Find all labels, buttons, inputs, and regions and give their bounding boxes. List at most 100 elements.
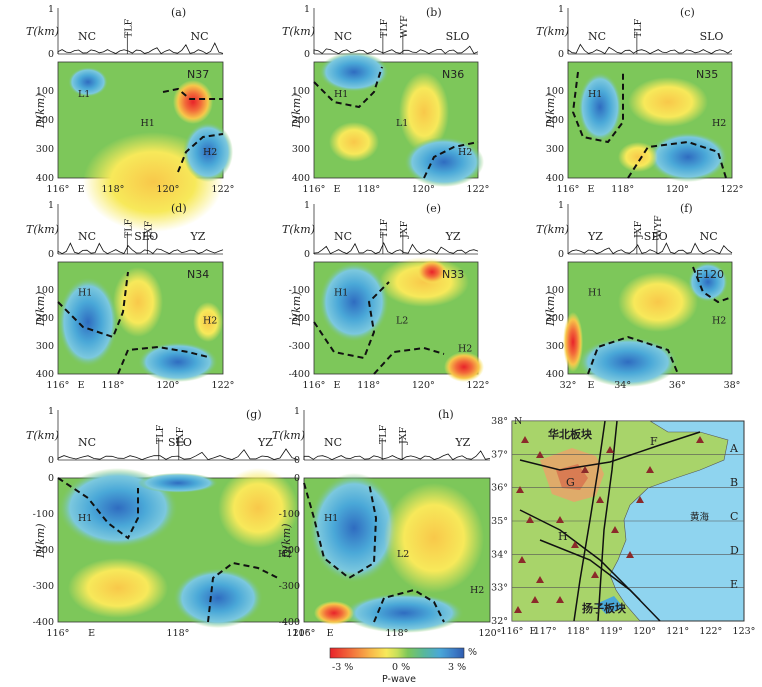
- x-tick: E: [327, 628, 334, 639]
- anomaly-label: H1: [334, 288, 348, 299]
- anomaly-label: L1: [396, 118, 408, 129]
- location-map: 华北板块 扬子板块 黄海 38°37°36°35°34°33°32°116° E1…: [491, 416, 755, 637]
- profile-label: N35: [696, 68, 718, 81]
- x-tick: E: [587, 380, 594, 391]
- fault-label: TLF: [378, 424, 389, 444]
- region-label: SLO: [446, 30, 470, 43]
- x-tick: 36°: [669, 380, 686, 391]
- depth-tick: -300: [289, 341, 310, 352]
- velocity-anomaly: [319, 262, 389, 342]
- station-marker: [556, 516, 564, 523]
- anomaly-boundary: [303, 482, 378, 580]
- map-lon-tick: 118°: [567, 626, 590, 637]
- velocity-anomaly: [68, 67, 108, 97]
- anomaly-boundary: [571, 71, 624, 144]
- region-label: SLO: [644, 230, 668, 243]
- velocity-anomaly: [329, 122, 379, 162]
- depth-tick: -300: [33, 581, 54, 592]
- topo-tick: 1: [304, 200, 310, 211]
- map-lat-tick: 32°: [491, 616, 508, 627]
- anomaly-boundary: [423, 141, 479, 179]
- velocity-anomaly: [563, 312, 583, 372]
- depth-tick: 300: [36, 144, 54, 155]
- map-lon-tick: 116°: [501, 626, 524, 637]
- panel-letter: (b): [426, 6, 442, 19]
- depth-tick: 400: [292, 173, 310, 184]
- depth-tick: -100: [279, 509, 300, 520]
- topo-tick: 0: [304, 249, 310, 260]
- fault-label: JXF: [143, 220, 154, 239]
- velocity-anomaly: [417, 260, 447, 284]
- topo-tick: 0: [558, 249, 564, 260]
- map-title-south: 扬子板块: [582, 601, 627, 615]
- station-marker: [536, 576, 544, 583]
- topo-tick: 0: [294, 455, 300, 466]
- x-tick: 118°: [357, 184, 380, 195]
- depth-tick: 400: [36, 369, 54, 380]
- depth-tick: 200: [292, 115, 310, 126]
- station-marker: [606, 446, 614, 453]
- station-marker: [556, 596, 564, 603]
- x-tick: E: [88, 628, 95, 639]
- map-profile-label: F: [650, 435, 658, 448]
- x-tick: E: [587, 184, 594, 195]
- topography-profile: [567, 242, 733, 255]
- x-tick: 120°: [287, 628, 310, 639]
- topo-tick: 1: [558, 200, 564, 211]
- panel-letter: (h): [438, 408, 454, 421]
- anomaly-boundary: [313, 281, 390, 360]
- velocity-anomaly: [173, 80, 213, 124]
- map-lat-tick: 36°: [491, 483, 508, 494]
- profile-label: N37: [187, 68, 209, 81]
- panel-letter: (a): [171, 6, 186, 19]
- panel-letter: (f): [680, 202, 693, 215]
- depth-tick: -400: [279, 617, 300, 628]
- x-tick: 122°: [467, 380, 490, 391]
- velocity-anomaly: [688, 262, 728, 302]
- fault-label: JXF: [633, 220, 644, 239]
- panel-letter: (d): [171, 202, 187, 215]
- velocity-anomaly: [173, 568, 263, 628]
- velocity-anomaly: [399, 72, 449, 152]
- x-tick: 120°: [666, 184, 689, 195]
- fault-label: TLF: [123, 18, 134, 38]
- region-label: YZ: [454, 436, 470, 449]
- depth-tick: -400: [289, 369, 310, 380]
- x-tick: 38°: [724, 380, 741, 391]
- station-marker: [646, 466, 654, 473]
- x-tick: 116°: [303, 380, 326, 391]
- velocity-anomaly: [309, 473, 399, 583]
- anomaly-label: H1: [324, 513, 338, 524]
- region-label: NC: [588, 30, 606, 43]
- topo-axis-label: T(km): [26, 429, 59, 442]
- fault-label: WYF: [399, 15, 410, 38]
- depth-tick: 300: [36, 341, 54, 352]
- map-lon-tick: 122°: [699, 626, 722, 637]
- profile-label: E120: [696, 268, 724, 281]
- topo-tick: 0: [558, 49, 564, 60]
- panel-letter: (g): [246, 408, 262, 421]
- x-tick: 118°: [167, 628, 190, 639]
- fault-label: TLF: [123, 218, 134, 238]
- map-profile-label: H: [558, 530, 568, 543]
- x-tick: 116°: [293, 628, 316, 639]
- x-tick: 120°: [479, 628, 502, 639]
- region-label: SLO: [700, 30, 724, 43]
- station-marker: [571, 541, 579, 548]
- region-label: NC: [78, 230, 96, 243]
- profile-label: N34: [187, 268, 209, 281]
- topo-tick: 0: [48, 249, 54, 260]
- anomaly-boundary: [373, 346, 445, 375]
- station-marker: [536, 451, 544, 458]
- map-lon-tick: 121°: [666, 626, 689, 637]
- depth-axis-label: D(km): [34, 524, 47, 560]
- colorbar-title: P-wave: [382, 674, 416, 685]
- depth-axis-label: D(km): [290, 94, 303, 130]
- anomaly-label: L1: [78, 89, 90, 100]
- depth-tick: 0: [48, 473, 54, 484]
- region-label: NC: [334, 230, 352, 243]
- topo-axis-label: T(km): [536, 223, 569, 236]
- x-tick: 122°: [212, 184, 235, 195]
- topo-tick: 0: [304, 49, 310, 60]
